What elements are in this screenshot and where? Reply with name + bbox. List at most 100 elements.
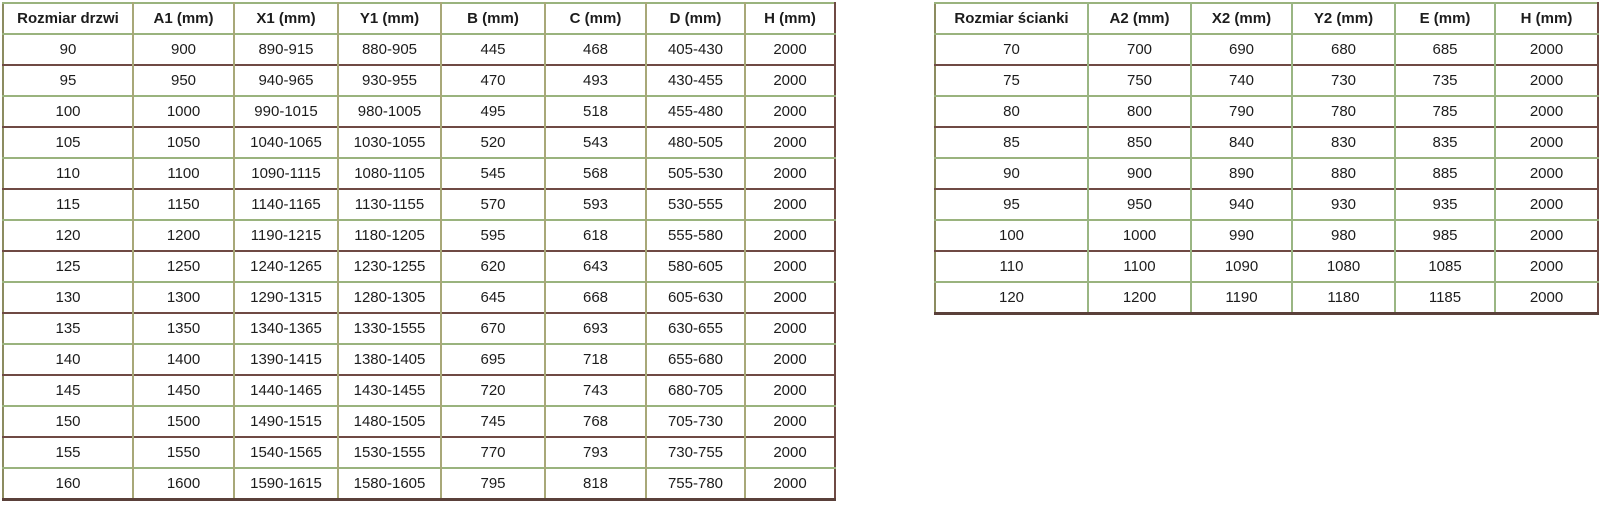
table-cell: 750 [1087, 65, 1191, 96]
table-cell: 2000 [744, 344, 835, 375]
table-cell: 1050 [132, 127, 234, 158]
table-cell: 1080-1105 [337, 158, 441, 189]
table-cell: 940 [1190, 189, 1292, 220]
table-row: 100 1000 990-1015 980-1005 495 518 455-480 2000 [3, 96, 835, 127]
table-cell: 135 [55, 320, 81, 337]
table-row: 140 1400 1390-1415 1380-1405 695 718 655-680 20… [3, 344, 835, 375]
table-cell: 830 [1291, 127, 1395, 158]
table-cell: 1140-1165 [233, 189, 338, 220]
table-cell: 543 [544, 127, 646, 158]
table-cell: 2000 [744, 65, 835, 96]
table-row: 110 1100 1090-1115 1080-1105 545 568 505-530 20… [3, 158, 835, 189]
table-cell: 770 [440, 437, 545, 468]
table-cell: 890-915 [233, 34, 338, 65]
table-cell: 850 [1087, 127, 1191, 158]
table-cell: 90 [59, 41, 77, 58]
table-cell: 1290-1315 [233, 282, 338, 313]
table-cell: 1480-1505 [337, 406, 441, 437]
table-cell: 790 [1190, 96, 1292, 127]
table-cell: 1380-1405 [337, 344, 441, 375]
table-cell: 645 [440, 282, 545, 313]
table-cell: 2000 [1494, 96, 1598, 127]
table-cell: 150 [55, 413, 81, 430]
column-header: X2 (mm) [1190, 3, 1292, 34]
table-row: 120 1200 1190 1180 1185 2000 [935, 282, 1598, 314]
table-row: 145 1450 1440-1465 1430-1455 720 743 680-705 20… [3, 375, 835, 406]
table-cell: 795 [440, 468, 545, 500]
table-cell: 100 [998, 227, 1025, 244]
table-cell: 2000 [744, 96, 835, 127]
table-cell: 1200 [132, 220, 234, 251]
table-cell: 555-580 [645, 220, 745, 251]
table-cell: 1440-1465 [233, 375, 338, 406]
table-cell: 940-965 [233, 65, 338, 96]
table-cell: 2000 [1494, 127, 1598, 158]
column-header: B (mm) [440, 3, 545, 34]
table-cell: 793 [544, 437, 646, 468]
table-row: 110 1100 1090 1080 1085 2000 [935, 251, 1598, 282]
table-cell: 480-505 [645, 127, 745, 158]
table-cell: 1000 [1087, 220, 1191, 251]
table-cell: 95 [1003, 196, 1020, 213]
table-cell: 105 [55, 134, 81, 151]
table-row: 95 950 940 930 935 2000 [935, 189, 1598, 220]
table-cell: 160 [55, 475, 81, 492]
table-cell: 685 [1394, 34, 1495, 65]
table-cell: 1130-1155 [337, 189, 441, 220]
table-cell: 1090 [1190, 251, 1292, 282]
header-row: Rozmiar ścianki A2 (mm) X2 (mm) Y2 (mm) E (m… [935, 3, 1598, 34]
door-sizes-table: Rozmiar drzwi A1 (mm) X1 (mm) Y1 (mm) B (mm)… [2, 2, 836, 501]
table-cell: 155 [55, 444, 81, 461]
table-cell: 630-655 [645, 313, 745, 344]
table-row: 135 1350 1340-1365 1330-1555 670 693 630-655 20… [3, 313, 835, 344]
table-cell: 405-430 [645, 34, 745, 65]
table-row: 160 1600 1590-1615 1580-1605 795 818 755-780 20… [3, 468, 835, 500]
table-cell: 680-705 [645, 375, 745, 406]
table-cell: 110 [999, 258, 1024, 275]
table-cell: 693 [544, 313, 646, 344]
column-header: Y2 (mm) [1291, 3, 1395, 34]
table-cell: 2000 [1494, 220, 1598, 251]
table-row: 150 1500 1490-1515 1480-1505 745 768 705-730 20… [3, 406, 835, 437]
table-cell: 580-605 [645, 251, 745, 282]
table-cell: 1590-1615 [233, 468, 338, 500]
table-cell: 2000 [744, 406, 835, 437]
table-cell: 100 [55, 103, 81, 120]
table-row: 90 900 890-915 880-905 445 468 405-430 2000 [3, 34, 835, 65]
table-cell: 1100 [1087, 251, 1191, 282]
table-cell: 2000 [744, 127, 835, 158]
table-cell: 468 [544, 34, 646, 65]
table-cell: 980-1005 [337, 96, 441, 127]
table-cell: 1400 [132, 344, 234, 375]
table-cell: 1150 [132, 189, 234, 220]
table-cell: 530-555 [645, 189, 745, 220]
table-cell: 880 [1291, 158, 1395, 189]
table-cell: 743 [544, 375, 646, 406]
table-cell: 2000 [744, 158, 835, 189]
table-cell: 643 [544, 251, 646, 282]
table-cell: 690 [1190, 34, 1292, 65]
table-cell: 2000 [1494, 189, 1598, 220]
table-cell: 935 [1394, 189, 1495, 220]
table-cell: 70 [1003, 41, 1020, 58]
table-cell: 1000 [132, 96, 234, 127]
table-cell: 120 [55, 227, 81, 244]
table-cell: 780 [1291, 96, 1395, 127]
table-cell: 95 [59, 72, 77, 89]
table-cell: 1340-1365 [233, 313, 338, 344]
table-cell: 75 [1003, 72, 1020, 89]
table-cell: 2000 [744, 282, 835, 313]
table-cell: 570 [440, 189, 545, 220]
table-row: 125 1250 1240-1265 1230-1255 620 643 580-605 20… [3, 251, 835, 282]
table-cell: 2000 [744, 437, 835, 468]
table-cell: 655-680 [645, 344, 745, 375]
table-row: 85 850 840 830 835 2000 [935, 127, 1598, 158]
table-row: 120 1200 1190-1215 1180-1205 595 618 555-580 20… [3, 220, 835, 251]
table-cell: 785 [1394, 96, 1495, 127]
table-cell: 1190 [1190, 282, 1292, 314]
column-header: Rozmiar drzwi [17, 10, 119, 27]
table-cell: 1040-1065 [233, 127, 338, 158]
table-cell: 1580-1605 [337, 468, 441, 500]
column-header: A2 (mm) [1087, 3, 1191, 34]
table-cell: 80 [1003, 103, 1020, 120]
